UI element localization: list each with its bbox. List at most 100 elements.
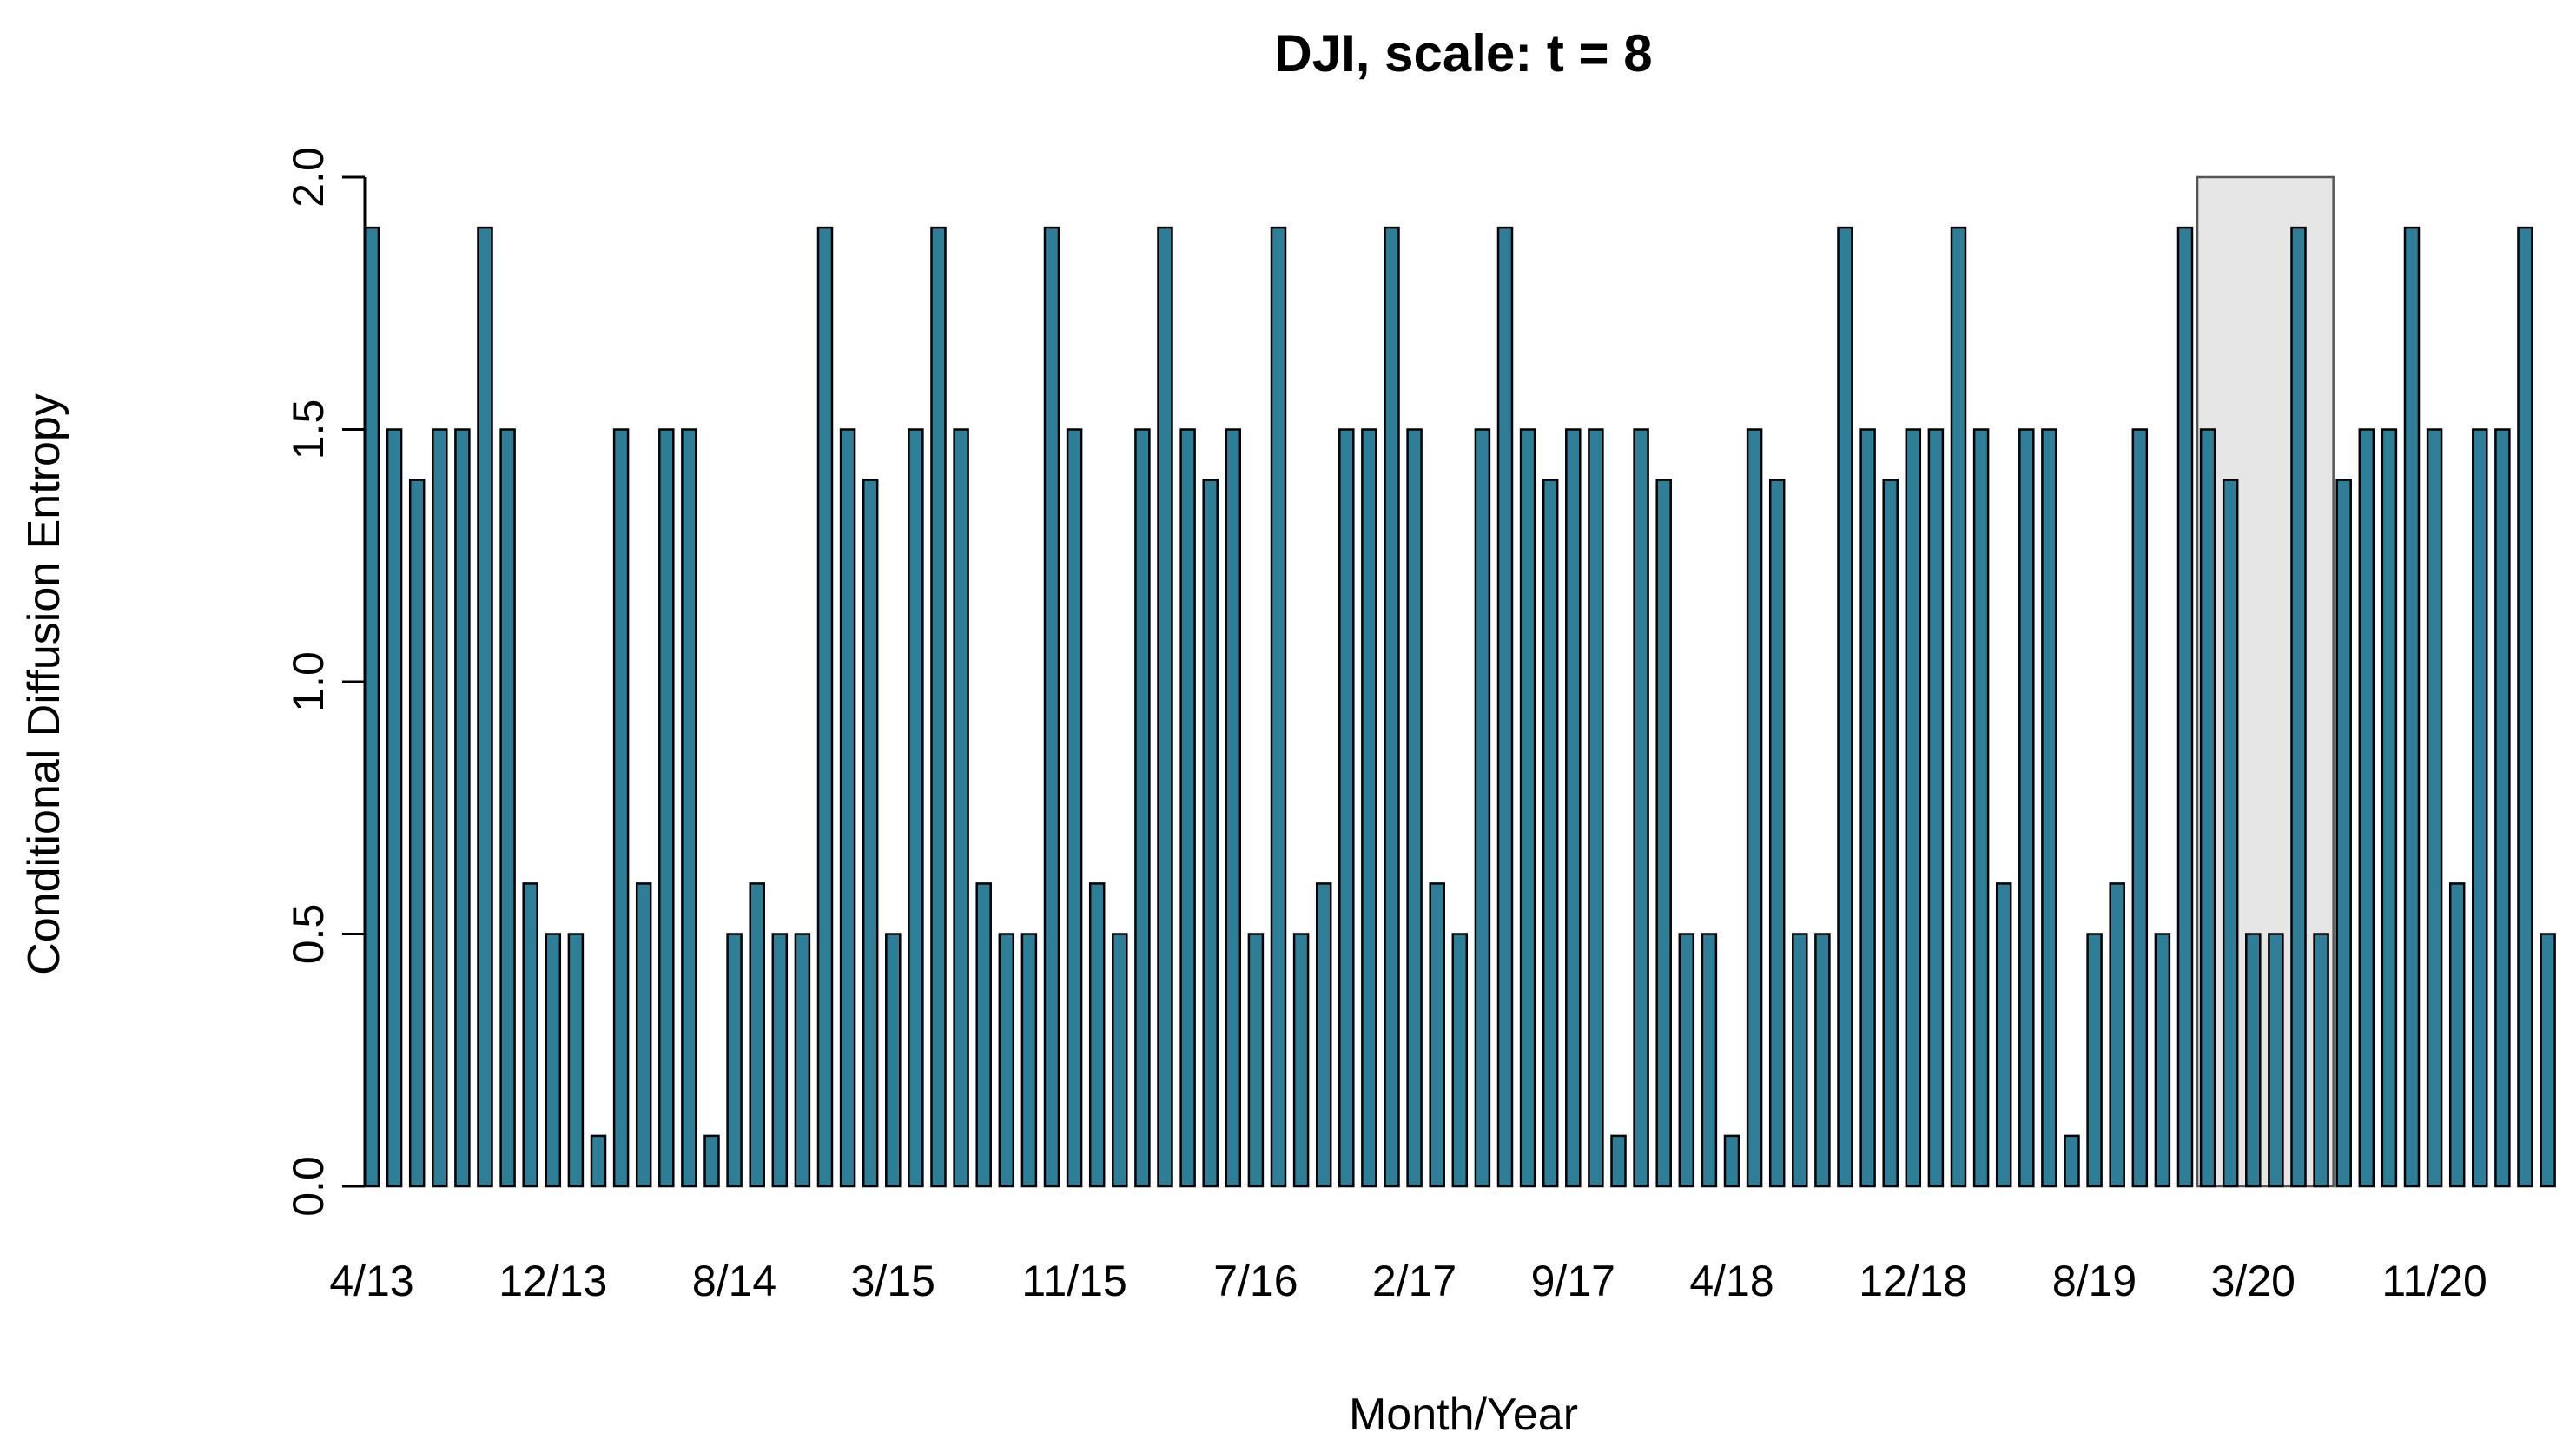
y-tick-label-2: 1.0 (284, 651, 333, 712)
bar-18 (771, 933, 789, 1188)
bar-32 (1088, 882, 1106, 1188)
bar-9 (567, 933, 585, 1188)
bar-64 (1814, 933, 1831, 1188)
bar-14 (681, 428, 697, 1188)
bar-72 (1995, 882, 2012, 1188)
x-axis: 4/13 12/13 8/14 3/15 11/15 7/16 2/17 9/17 4/18 12… (329, 1257, 2487, 1305)
bar-90 (2403, 226, 2421, 1188)
bar-6 (499, 428, 516, 1188)
bar-37 (1202, 479, 1219, 1188)
bar-49 (1474, 428, 1491, 1188)
bar-85 (2290, 226, 2307, 1188)
bar-27 (975, 882, 992, 1188)
y-tick-label-0: 0.0 (284, 1156, 333, 1217)
bar-92 (2448, 882, 2466, 1188)
x-tick-label-9: 12/18 (1859, 1257, 1967, 1305)
y-tick-label-4: 2.0 (284, 147, 333, 208)
bar-77 (2109, 882, 2125, 1188)
bar-58 (1678, 933, 1695, 1188)
x-tick-label-6: 2/17 (1372, 1257, 1456, 1305)
bar-34 (1134, 428, 1151, 1188)
bar-11 (612, 428, 630, 1188)
bar-47 (1429, 882, 1445, 1188)
bar-8 (545, 933, 562, 1188)
y-tick-label-3: 1.5 (284, 399, 333, 460)
x-tick-label-4: 11/15 (1021, 1257, 1126, 1305)
x-tick-label-5: 7/16 (1213, 1257, 1298, 1305)
bar-96 (2540, 933, 2556, 1188)
bar-43 (1338, 428, 1355, 1188)
bar-81 (2199, 428, 2216, 1188)
bar-1 (386, 428, 403, 1188)
bar-45 (1384, 226, 1400, 1188)
x-tick-label-2: 8/14 (692, 1257, 776, 1305)
bar-17 (749, 882, 765, 1188)
bar-26 (953, 428, 969, 1188)
bar-93 (2472, 428, 2488, 1188)
bar-54 (1588, 428, 1604, 1188)
bar-86 (2313, 933, 2329, 1188)
x-tick-label-7: 9/17 (1531, 1257, 1615, 1305)
bar-78 (2131, 428, 2149, 1188)
x-tick-label-1: 12/13 (499, 1257, 607, 1305)
bar-76 (2086, 933, 2103, 1188)
bar-70 (1950, 226, 1967, 1188)
bar-31 (1066, 428, 1083, 1188)
bar-60 (1723, 1134, 1740, 1188)
x-tick-label-3: 3/15 (851, 1257, 935, 1305)
x-axis-label: Month/Year (1349, 1390, 1578, 1440)
bar-57 (1655, 479, 1672, 1188)
bar-22 (862, 479, 879, 1188)
bar-10 (590, 1134, 607, 1188)
bar-42 (1315, 882, 1332, 1188)
bar-4 (454, 428, 471, 1188)
bar-33 (1112, 933, 1128, 1188)
bar-12 (635, 882, 652, 1188)
bar-61 (1746, 428, 1763, 1188)
bar-62 (1768, 479, 1786, 1188)
y-axis-label: Conditional Diffusion Entropy (19, 393, 69, 975)
bar-0 (363, 226, 380, 1188)
bar-28 (998, 933, 1015, 1188)
y-tick-label-1: 0.5 (284, 904, 333, 965)
bar-46 (1406, 428, 1423, 1188)
shaded-period-layer (2196, 175, 2335, 1188)
bar-20 (816, 226, 834, 1188)
bar-71 (1972, 428, 1990, 1188)
bar-36 (1179, 428, 1196, 1188)
x-tick-label-8: 4/18 (1689, 1257, 1773, 1305)
x-tick-label-0: 4/13 (329, 1257, 413, 1305)
bar-87 (2335, 479, 2352, 1188)
bar-35 (1157, 226, 1173, 1188)
bar-89 (2381, 428, 2398, 1188)
y-axis: 0.0 0.5 1.0 1.5 2.0 (284, 147, 367, 1217)
bar-79 (2154, 933, 2171, 1188)
x-tick-label-12: 11/20 (2381, 1257, 2487, 1305)
bar-94 (2494, 428, 2511, 1188)
chart-title: DJI, scale: t = 8 (1274, 24, 1652, 83)
bar-66 (1859, 428, 1876, 1188)
bar-5 (477, 226, 493, 1188)
bar-24 (908, 428, 924, 1188)
bar-23 (885, 933, 902, 1188)
bar-56 (1633, 428, 1649, 1188)
bar-91 (2426, 428, 2443, 1188)
bar-68 (1905, 428, 1922, 1188)
bar-53 (1565, 428, 1582, 1188)
bar-74 (2041, 428, 2057, 1188)
shaded-period (2196, 175, 2335, 1188)
bar-51 (1519, 428, 1536, 1188)
x-tick-label-11: 3/20 (2211, 1257, 2295, 1305)
bar-41 (1292, 933, 1310, 1188)
bar-63 (1792, 933, 1808, 1188)
bar-44 (1361, 428, 1377, 1188)
bar-55 (1610, 1134, 1627, 1188)
bar-13 (658, 428, 675, 1188)
bar-83 (2245, 933, 2262, 1188)
bar-16 (726, 933, 743, 1188)
bar-82 (2222, 479, 2239, 1188)
bars-layer (363, 226, 2556, 1188)
bar-65 (1837, 226, 1853, 1188)
bar-59 (1701, 933, 1718, 1188)
